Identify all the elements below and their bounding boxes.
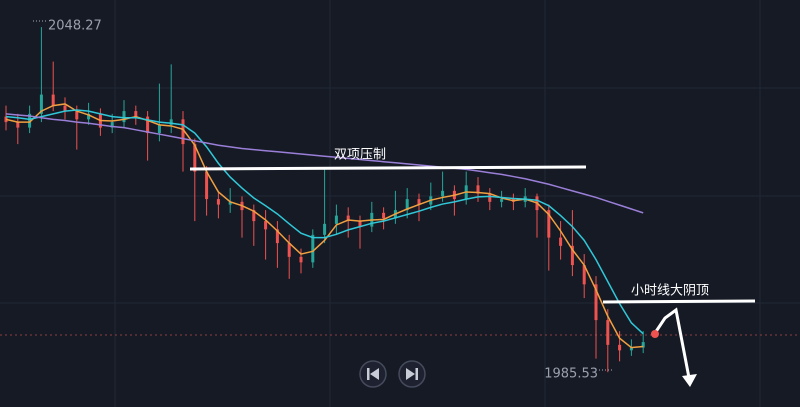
next-button[interactable] [398, 360, 426, 388]
icon [406, 368, 415, 380]
max-label: 2048.27 [48, 19, 102, 34]
candle-body [228, 201, 232, 205]
candle-body [205, 171, 209, 200]
candle-body [547, 210, 551, 238]
price-dot [651, 330, 659, 338]
candle-body [476, 185, 480, 194]
candle-body [606, 320, 610, 345]
candle-body [110, 122, 114, 128]
candle-body [51, 94, 55, 106]
icon [370, 368, 379, 380]
candle-body [299, 256, 303, 263]
candle-body [641, 342, 645, 348]
candle-body [216, 199, 220, 205]
candle-body [87, 113, 91, 120]
moving-average [5, 113, 644, 214]
candle-body [311, 234, 315, 263]
annotation: 双项压制 [334, 148, 386, 163]
annotation: 小时线大阴顶 [631, 284, 709, 299]
candle-body [629, 347, 633, 351]
candle-body [441, 190, 445, 197]
candle-body [181, 119, 185, 145]
candle-body [570, 245, 574, 266]
candle-body [488, 193, 492, 202]
candle-body [264, 221, 268, 230]
candle-body [16, 122, 20, 128]
candle-body [594, 284, 598, 321]
candle-body [75, 111, 79, 120]
candle-body [346, 215, 350, 222]
candle-body [582, 265, 586, 285]
icon [367, 368, 370, 380]
candle-body [146, 116, 150, 134]
moving-average [5, 109, 644, 335]
candle-body [134, 111, 138, 117]
candle-body [559, 237, 563, 246]
candle-body [334, 215, 338, 224]
candle-body [405, 199, 409, 211]
candle-body [618, 344, 622, 351]
resistance-line [189, 165, 587, 171]
candle-body [323, 223, 327, 235]
neckline [602, 299, 756, 304]
candle-body [28, 113, 32, 128]
candle-body [358, 221, 362, 227]
candle-body [500, 199, 504, 202]
candle-body [157, 124, 161, 134]
candle-body [382, 212, 386, 219]
candle-body [287, 243, 291, 257]
candle-body [122, 111, 126, 123]
icon [415, 368, 418, 380]
candle-body [169, 119, 173, 125]
prev-button[interactable] [359, 360, 387, 388]
annotations: 双项压制 小时线大阴顶 [189, 148, 756, 387]
candle-body [39, 94, 43, 114]
min-label: 1985.53 [544, 367, 598, 382]
arrow [653, 307, 692, 384]
plot [4, 27, 645, 373]
candle-body [252, 210, 256, 222]
moving-average [5, 103, 644, 349]
candle-body [275, 229, 279, 244]
candle-body [417, 199, 421, 205]
candle-body [193, 144, 197, 172]
candle-body [63, 105, 67, 112]
arrow-head [682, 374, 697, 387]
